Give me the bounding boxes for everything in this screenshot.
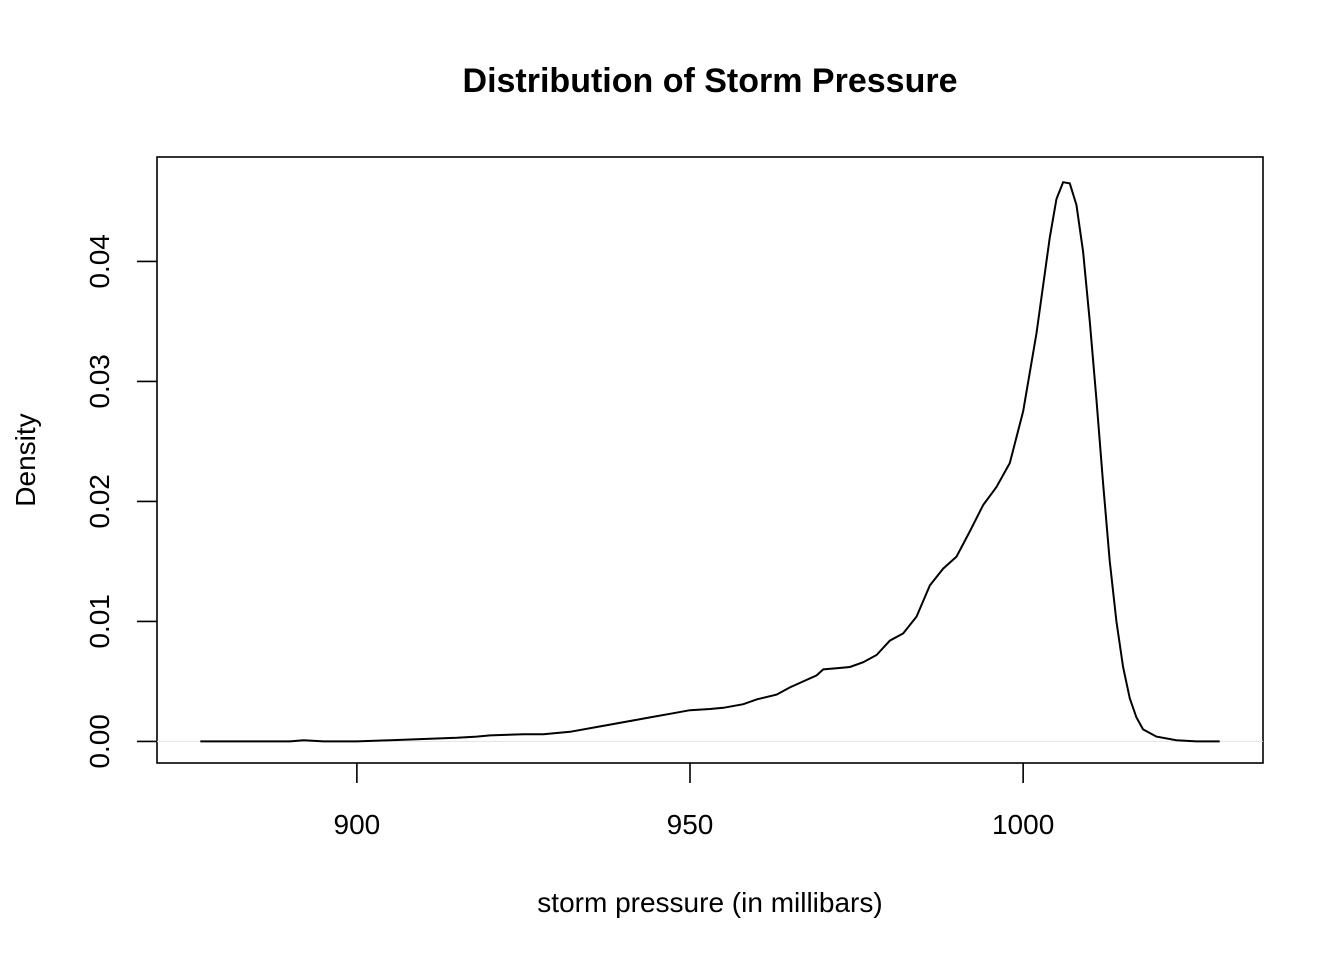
y-tick-label: 0.00: [84, 714, 115, 769]
x-tick-label: 950: [667, 809, 714, 840]
y-tick-label: 0.02: [84, 474, 115, 529]
y-tick-label: 0.04: [84, 234, 115, 289]
density-curve: [200, 181, 1220, 743]
y-axis: 0.00 0.01 0.02 0.03 0.04: [84, 234, 157, 769]
x-axis: 900 950 1000: [334, 763, 1054, 840]
x-axis-label: storm pressure (in millibars): [537, 887, 882, 918]
y-axis-label: Density: [10, 413, 41, 506]
plot-frame: [156, 156, 1264, 764]
x-tick-label: 1000: [992, 809, 1054, 840]
y-tick-label: 0.01: [84, 594, 115, 649]
x-tick-label: 900: [334, 809, 381, 840]
y-tick-label: 0.03: [84, 354, 115, 409]
chart-title: Distribution of Storm Pressure: [463, 62, 958, 100]
